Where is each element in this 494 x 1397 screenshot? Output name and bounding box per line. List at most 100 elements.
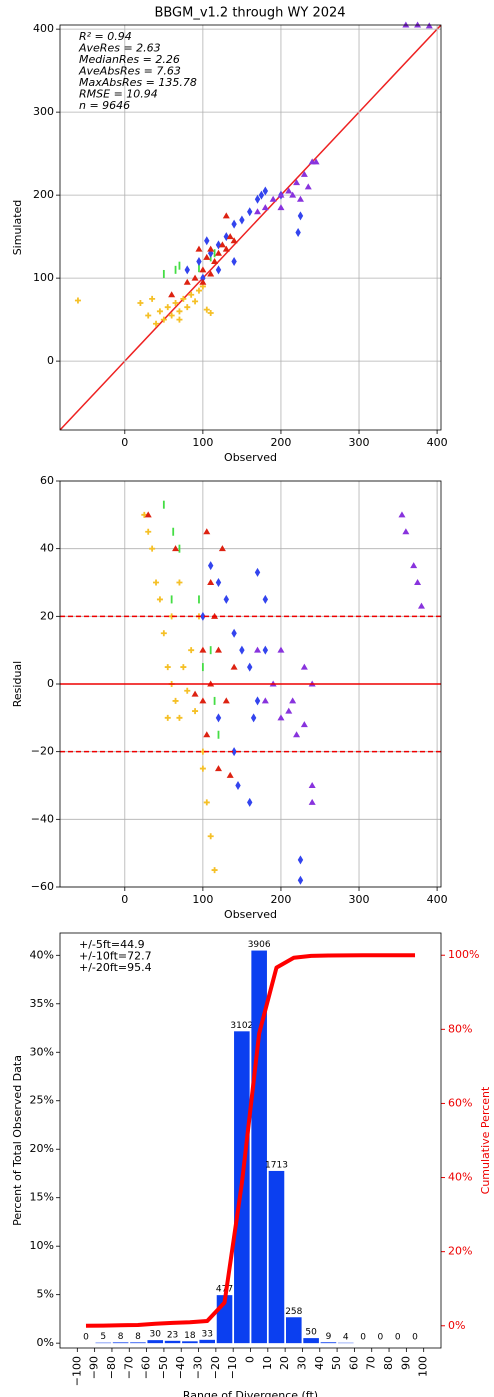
y-tick-label: −60 [31,880,54,893]
bar [303,1338,319,1344]
point [195,245,203,252]
x-tick-label: 20 [278,1356,291,1370]
x-tick-label: −100 [70,1356,83,1386]
x-tick-label: −90 [88,1356,101,1379]
y-tick-label: −40 [31,812,54,825]
x-tick-label: 100 [192,436,213,449]
point [183,278,191,285]
x-tick-label: 300 [349,893,370,906]
plot-frame [59,932,442,1349]
point [203,799,210,806]
y2-tick-label: 20% [448,1245,472,1258]
point [222,245,230,252]
annotation: MedianRes = 2.26 [79,53,180,66]
point [297,875,304,885]
bar-label: 4 [343,1332,349,1342]
x-tick-label: 60 [347,1356,360,1370]
x-tick-label: −70 [122,1356,135,1379]
point [144,511,152,518]
y-tick-label: 5% [37,1288,54,1301]
bar-label: 50 [305,1328,317,1338]
point [172,697,179,704]
bar-label: 3906 [248,940,271,950]
point [207,561,214,571]
point [295,227,301,237]
point [262,594,269,604]
bar-label: 18 [184,1331,196,1341]
point [214,646,222,653]
point [402,21,410,28]
point [300,721,308,728]
x-tick-label: −60 [140,1356,153,1379]
point [247,662,253,672]
y-tick-label: 400 [33,22,54,35]
x-tick-label: −10 [226,1356,239,1379]
point [207,833,214,840]
point [164,664,171,671]
y2-tick-label: 0% [448,1319,465,1332]
point [231,257,237,267]
y-tick-label: 300 [33,105,54,118]
point [188,291,195,298]
annotation: +/-10ft=72.7 [79,950,152,963]
x-tick-label: 90 [399,1356,412,1370]
x-tick-label: 0 [244,1356,257,1363]
bar [147,1340,164,1344]
y2-axis-label: Cumulative Percent [479,1086,492,1194]
point [222,697,230,704]
point [172,300,179,307]
point [247,797,253,807]
point [231,628,237,638]
point [254,696,261,706]
bar-label: 23 [167,1330,178,1340]
point [211,258,219,265]
point [153,320,160,327]
point [402,528,410,535]
point [293,179,301,186]
point [304,183,312,190]
annotation: AveRes = 2.63 [78,42,161,55]
y-tick-label: 40% [30,948,54,961]
y-tick-label: 60 [40,474,54,487]
point [184,687,191,694]
y2-tick-label: 100% [448,948,479,961]
y-axis-label: Percent of Total Observed Data [11,1055,24,1226]
chart-title: BBGM_v1.2 through WY 2024 [154,6,345,21]
one-to-one-line [60,25,441,430]
bar-label: 8 [118,1332,124,1342]
bar [320,1342,337,1344]
x-tick-label: 30 [295,1356,308,1370]
point [235,781,241,790]
point [222,212,230,219]
bar-label: 258 [285,1307,302,1317]
point [164,304,171,311]
point [203,306,210,313]
point [285,187,293,194]
point [300,170,308,177]
bar-label: 33 [201,1329,212,1339]
y-tick-label: 25% [30,1094,54,1107]
bar [164,1340,181,1344]
annotation: n = 9646 [79,99,130,112]
point [254,646,262,653]
point [203,528,211,535]
plot-frame [59,24,442,431]
point [207,270,215,277]
point [239,215,245,225]
point [230,663,238,670]
point [398,511,406,518]
point [289,697,297,704]
y2-tick-label: 40% [448,1171,472,1184]
point [199,278,207,285]
x-tick-label: 400 [427,893,448,906]
point [176,308,183,315]
x-axis-label: Observed [224,451,277,464]
point [199,266,207,273]
point [247,207,253,217]
point [156,596,163,603]
x-tick-label: 10 [261,1356,274,1370]
point [191,690,199,697]
point [214,249,222,256]
point [176,714,183,721]
plot-area [60,25,441,430]
